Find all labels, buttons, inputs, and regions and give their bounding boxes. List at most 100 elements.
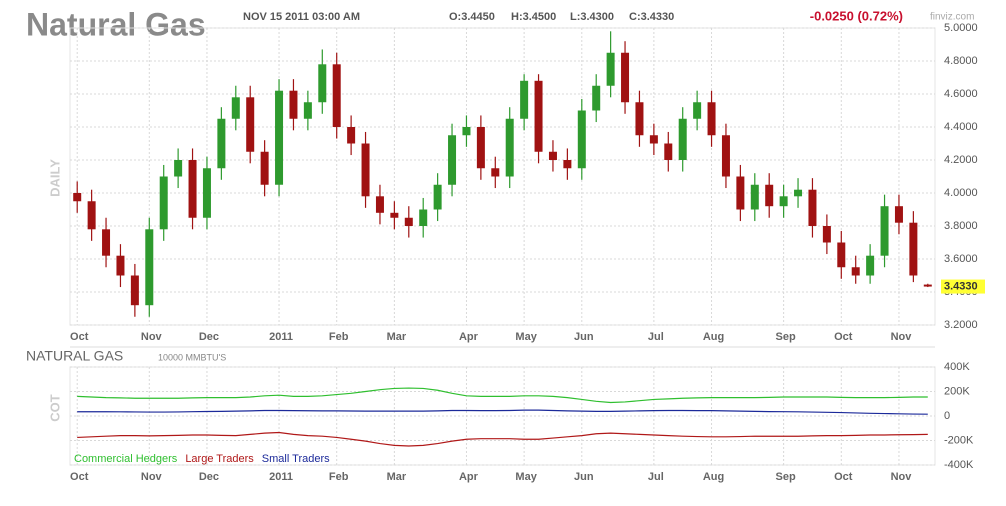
candle-body [909,222,918,276]
low-price: L:3.4300 [570,11,614,23]
x-tick-label: Nov [891,471,913,483]
candle-body [765,184,774,207]
candle-body [491,168,500,177]
y-axis-label: DAILY [47,159,62,197]
candle-body [73,193,82,202]
y-tick-label: 3.8000 [944,220,978,232]
candle-body [289,90,298,119]
x-tick-label: 2011 [269,471,293,483]
candle-body [116,255,125,276]
candle-body [851,267,860,276]
y-tick-label: 400K [944,361,970,373]
candle-body [923,284,932,287]
x-tick-label: Oct [834,331,853,343]
candle-body [390,212,399,218]
candle-body [808,189,817,226]
x-tick-label: Nov [891,331,913,343]
timestamp: NOV 15 2011 03:00 AM [243,11,360,23]
candle-body [318,64,327,103]
candle-body [736,176,745,210]
candle-body [202,168,211,218]
y-tick-label: -400K [944,459,974,471]
y-tick-label: 4.6000 [944,88,978,100]
candle-body [130,275,139,306]
candle-body [174,160,183,177]
price-change: -0.0250 (0.72%) [810,8,903,23]
x-tick-label: Aug [703,331,724,343]
candle-body [880,206,889,256]
candle-body [361,143,370,197]
candle-body [145,229,154,306]
candle-body [347,127,356,144]
cot-line [77,387,928,404]
x-tick-label: Feb [329,331,349,343]
candle-body [534,80,543,152]
x-tick-label: May [515,471,537,483]
x-tick-label: Oct [70,331,89,343]
x-tick-label: Jun [574,471,594,483]
x-tick-label: Apr [459,331,479,343]
y-tick-label: 4.0000 [944,187,978,199]
candle-body [433,184,442,210]
candle-body [563,160,572,169]
candle-body [419,209,428,226]
last-price-label: 3.4330 [944,280,978,292]
x-tick-label: Oct [834,471,853,483]
x-tick-label: Mar [387,331,407,343]
high-price: H:3.4500 [511,11,556,23]
chart-title: Natural Gas [26,6,206,42]
candle-body [794,189,803,197]
close-price: C:3.4330 [629,11,674,23]
candle-body [448,135,457,185]
x-tick-label: Dec [199,331,219,343]
x-tick-label: Dec [199,471,219,483]
candle-body [577,110,586,169]
x-tick-label: Sep [776,331,796,343]
y-tick-label: 4.2000 [944,154,978,166]
open-price: O:3.4450 [449,11,495,23]
candle-body [822,226,831,243]
x-tick-label: 2011 [269,331,293,343]
candle-body [217,118,226,169]
y-tick-label: 4.8000 [944,55,978,67]
x-tick-label: Mar [387,471,407,483]
candle-body [102,229,111,256]
y-tick-label: 0 [944,410,950,422]
candle-body [87,201,96,230]
y-tick-label: 200K [944,385,970,397]
candle-body [707,102,716,136]
legend-entry: Commercial Hedgers [74,453,178,465]
candle-body [606,52,615,86]
y-tick-label: 5.0000 [944,22,978,34]
candle-body [520,80,529,119]
candle-body [332,64,341,127]
candle-body [462,127,471,136]
last-price-box [941,279,985,294]
y-tick-label: 3.6000 [944,253,978,265]
x-tick-label: Apr [459,471,479,483]
y-tick-label: 3.2000 [944,319,978,331]
x-tick-label: May [515,331,537,343]
x-tick-label: Nov [141,471,163,483]
x-tick-label: Jul [648,331,664,343]
candle-body [303,102,312,119]
cot-line [77,431,928,447]
x-tick-label: Oct [70,471,89,483]
legend-entry: Small Traders [262,453,330,465]
candle-body [721,135,730,177]
candle-body [159,176,168,230]
candle-body [635,102,644,136]
candle-body [375,196,384,213]
candle-body [476,127,485,169]
legend-entry: Large Traders [185,453,254,465]
candle-body [664,143,673,160]
candle-body [505,118,514,177]
x-tick-label: Feb [329,471,349,483]
y-tick-label: -200K [944,434,974,446]
cot-axis-label: COT [47,394,62,422]
candle-body [750,184,759,210]
y-tick-label: 4.4000 [944,121,978,133]
cot-title: NATURAL GAS [26,348,123,364]
candle-body [894,206,903,223]
